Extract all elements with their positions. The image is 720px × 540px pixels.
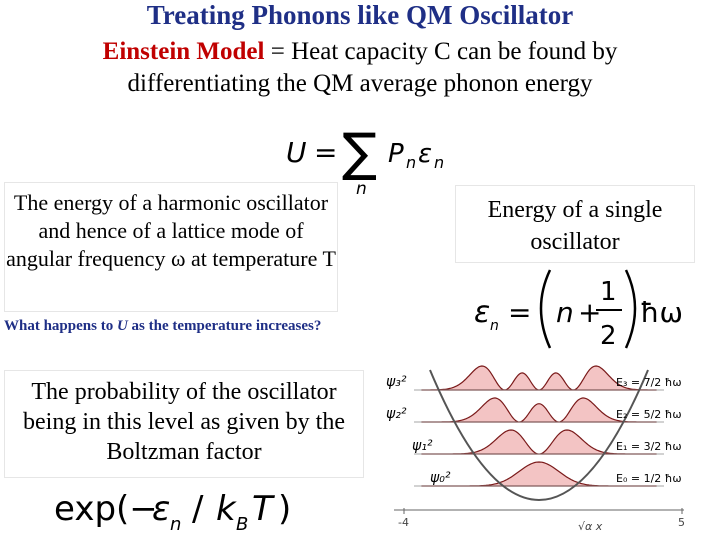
boltzmann-slash: / bbox=[192, 489, 204, 529]
page-title: Treating Phonons like QM Oscillator bbox=[146, 0, 574, 30]
sum-symbol: ∑ bbox=[342, 123, 377, 183]
sum-index: n bbox=[356, 179, 367, 199]
oscillator-diagram: -4 5 √α x ψ₃² ψ₂² ψ₁² ψ₀² E₃ = 7/2 ħω E₂ = 5… bbox=[386, 365, 685, 533]
eq-epsilon-sub: n bbox=[434, 153, 444, 172]
probability-text: The probability of the oscillator being … bbox=[23, 379, 345, 465]
psi-labels: ψ₃² ψ₂² ψ₁² ψ₀² bbox=[386, 374, 451, 486]
psi-label-1: ψ₂² bbox=[386, 406, 407, 422]
eq-u: U bbox=[286, 136, 307, 169]
average-energy-equation: U = ∑ n P n ε n bbox=[286, 123, 444, 199]
energy-label-3: E₀ = 1/2 ħω bbox=[616, 472, 682, 485]
boltzmann-k: k bbox=[216, 489, 237, 529]
eq-epsilon: ε bbox=[418, 139, 432, 169]
right-paren bbox=[624, 269, 637, 349]
psi-label-3: ψ₀² bbox=[430, 470, 451, 486]
boltzmann-factor: exp(− ε n / k B T ) bbox=[54, 489, 291, 535]
subtitle-line1: Heat capacity C can be found by bbox=[291, 38, 618, 65]
boltzmann-b: B bbox=[236, 514, 248, 535]
question-prefix: What happens to bbox=[4, 318, 117, 334]
psi-label-0: ψ₃² bbox=[386, 374, 407, 390]
axis-left-label: -4 bbox=[398, 516, 409, 529]
question-suffix: as the temperature increases? bbox=[127, 318, 322, 334]
eq-p-sub: n bbox=[406, 153, 416, 172]
subtitle-equals: = bbox=[264, 38, 292, 65]
level-equals: = bbox=[508, 296, 531, 329]
energy-description-box: The energy of a harmonic oscillator and … bbox=[4, 182, 338, 312]
level-epsilon-sub: n bbox=[490, 318, 499, 334]
level-epsilon: ε bbox=[474, 295, 490, 330]
model-name: Einstein Model bbox=[102, 38, 265, 65]
level-plus: + bbox=[578, 296, 601, 329]
level-num: 1 bbox=[600, 277, 617, 307]
question-variable: U bbox=[116, 318, 128, 334]
axis-variable-label: √α x bbox=[578, 520, 603, 533]
energy-label-0: E₃ = 7/2 ħω bbox=[616, 376, 682, 389]
energy-label-2: E₁ = 3/2 ħω bbox=[616, 440, 682, 453]
psi-label-2: ψ₁² bbox=[412, 438, 433, 454]
subtitle-line2: differentiating the QM average phonon en… bbox=[127, 70, 593, 97]
boltzmann-t: T bbox=[252, 489, 275, 529]
subtitle: Einstein Model = Heat capacity C can be … bbox=[30, 36, 690, 100]
single-oscillator-text: Energy of a single oscillator bbox=[487, 197, 663, 255]
left-paren bbox=[539, 269, 552, 349]
energy-label-1: E₂ = 5/2 ħω bbox=[616, 408, 682, 421]
single-oscillator-box: Energy of a single oscillator bbox=[455, 185, 695, 263]
eq-equals: = bbox=[314, 136, 337, 169]
energy-labels: E₃ = 7/2 ħω E₂ = 5/2 ħω E₁ = 3/2 ħω E₀ = 1/… bbox=[616, 376, 682, 485]
question-text: What happens to U as the temperature inc… bbox=[4, 318, 444, 335]
axis-right-label: 5 bbox=[678, 516, 685, 529]
boltzmann-epsilon: ε bbox=[152, 489, 170, 529]
boltzmann-n: n bbox=[170, 514, 181, 535]
level-n: n bbox=[556, 296, 574, 329]
level-den: 2 bbox=[600, 321, 617, 351]
level-energy-equation: ε n = n + 1 2 ħω bbox=[474, 269, 683, 351]
boltzmann-exp: exp(− bbox=[54, 489, 158, 529]
level-hbar-omega: ħω bbox=[640, 296, 683, 329]
boltzmann-close: ) bbox=[278, 489, 291, 529]
energy-description-text: The energy of a harmonic oscillator and … bbox=[6, 190, 336, 271]
probability-box: The probability of the oscillator being … bbox=[4, 370, 364, 478]
potential-well bbox=[429, 369, 649, 501]
wavefunction-levels bbox=[414, 365, 664, 487]
eq-p: P bbox=[388, 139, 404, 169]
probability-density-n2 bbox=[421, 397, 657, 423]
